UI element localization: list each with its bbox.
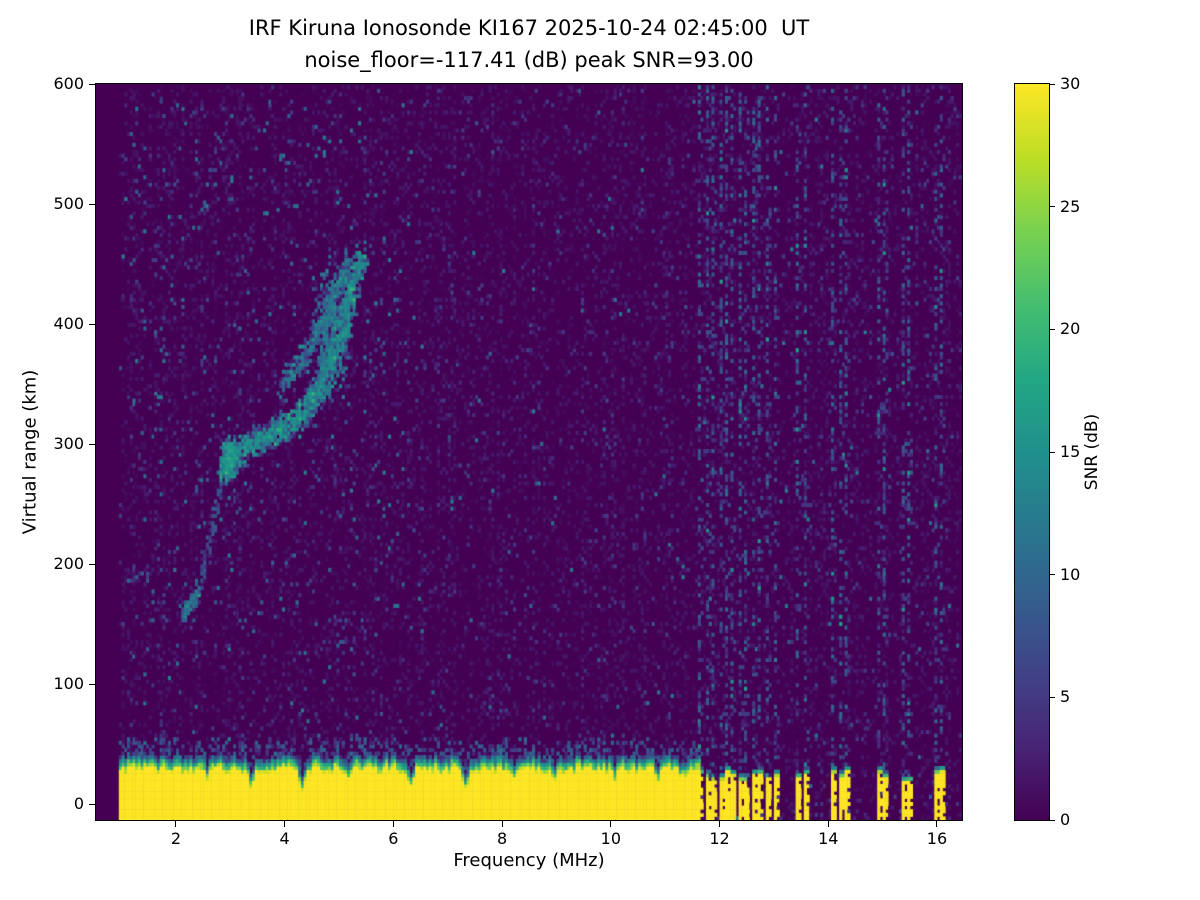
y-tick-mark-100 (89, 683, 95, 685)
colorbar-tick-label-0: 0 (1060, 810, 1071, 829)
x-tick-mark-14 (827, 821, 829, 827)
y-tick-mark-0 (89, 803, 95, 805)
x-tick-mark-8 (501, 821, 503, 827)
x-tick-label-8: 8 (496, 829, 508, 848)
y-tick-label-600: 600 (53, 74, 84, 93)
colorbar-tick-label-30: 30 (1060, 74, 1081, 93)
y-tick-label-400: 400 (53, 314, 84, 334)
colorbar-tick-label-5: 5 (1060, 687, 1071, 707)
y-tick-mark-500 (89, 203, 95, 205)
x-tick-label-6: 6 (388, 829, 399, 848)
y-tick-label-500: 500 (53, 194, 84, 214)
x-tick-mark-10 (610, 821, 612, 827)
y-tick-label-100: 100 (53, 674, 84, 694)
chart-title: IRF Kiruna Ionosonde KI167 2025-10-24 02… (248, 16, 810, 40)
x-tick-mark-16 (936, 821, 938, 827)
y-tick-label-200: 200 (53, 554, 84, 574)
colorbar-tick-mark-15 (1050, 451, 1055, 453)
x-tick-label-10: 10 (600, 829, 621, 848)
y-tick-label-0: 0 (73, 794, 84, 814)
colorbar-tick-mark-5 (1050, 696, 1055, 698)
colorbar-tick-label-10: 10 (1060, 564, 1081, 584)
colorbar-tick-label-15: 15 (1060, 442, 1081, 461)
y-tick-mark-400 (89, 323, 95, 325)
colorbar-tick-mark-0 (1050, 819, 1055, 821)
x-axis-label: Frequency (MHz) (453, 850, 605, 871)
y-tick-mark-600 (89, 83, 95, 85)
y-tick-mark-200 (89, 563, 95, 565)
colorbar-tick-mark-10 (1050, 574, 1055, 576)
colorbar-label: SNR (dB) (1082, 413, 1102, 491)
x-tick-label-12: 12 (709, 829, 730, 848)
colorbar-gradient (1014, 83, 1050, 821)
colorbar-tick-mark-25 (1050, 206, 1055, 208)
colorbar-tick-label-25: 25 (1060, 196, 1081, 216)
x-tick-mark-2 (175, 821, 177, 827)
x-tick-label-4: 4 (279, 829, 290, 848)
x-tick-label-14: 14 (818, 829, 839, 848)
x-tick-label-2: 2 (170, 829, 181, 848)
x-tick-label-16: 16 (926, 829, 948, 848)
colorbar-tick-mark-20 (1050, 328, 1055, 330)
y-tick-mark-300 (89, 443, 95, 445)
chart-subtitle: noise_floor=-117.41 (dB) peak SNR=93.00 (304, 48, 754, 72)
y-tick-label-300: 300 (53, 434, 84, 454)
x-tick-mark-12 (719, 821, 721, 827)
x-tick-mark-4 (284, 821, 286, 827)
colorbar-tick-label-20: 20 (1060, 319, 1081, 339)
ionogram-heatmap-canvas (95, 83, 963, 821)
x-tick-mark-6 (392, 821, 394, 827)
colorbar-tick-mark-30 (1050, 83, 1055, 85)
